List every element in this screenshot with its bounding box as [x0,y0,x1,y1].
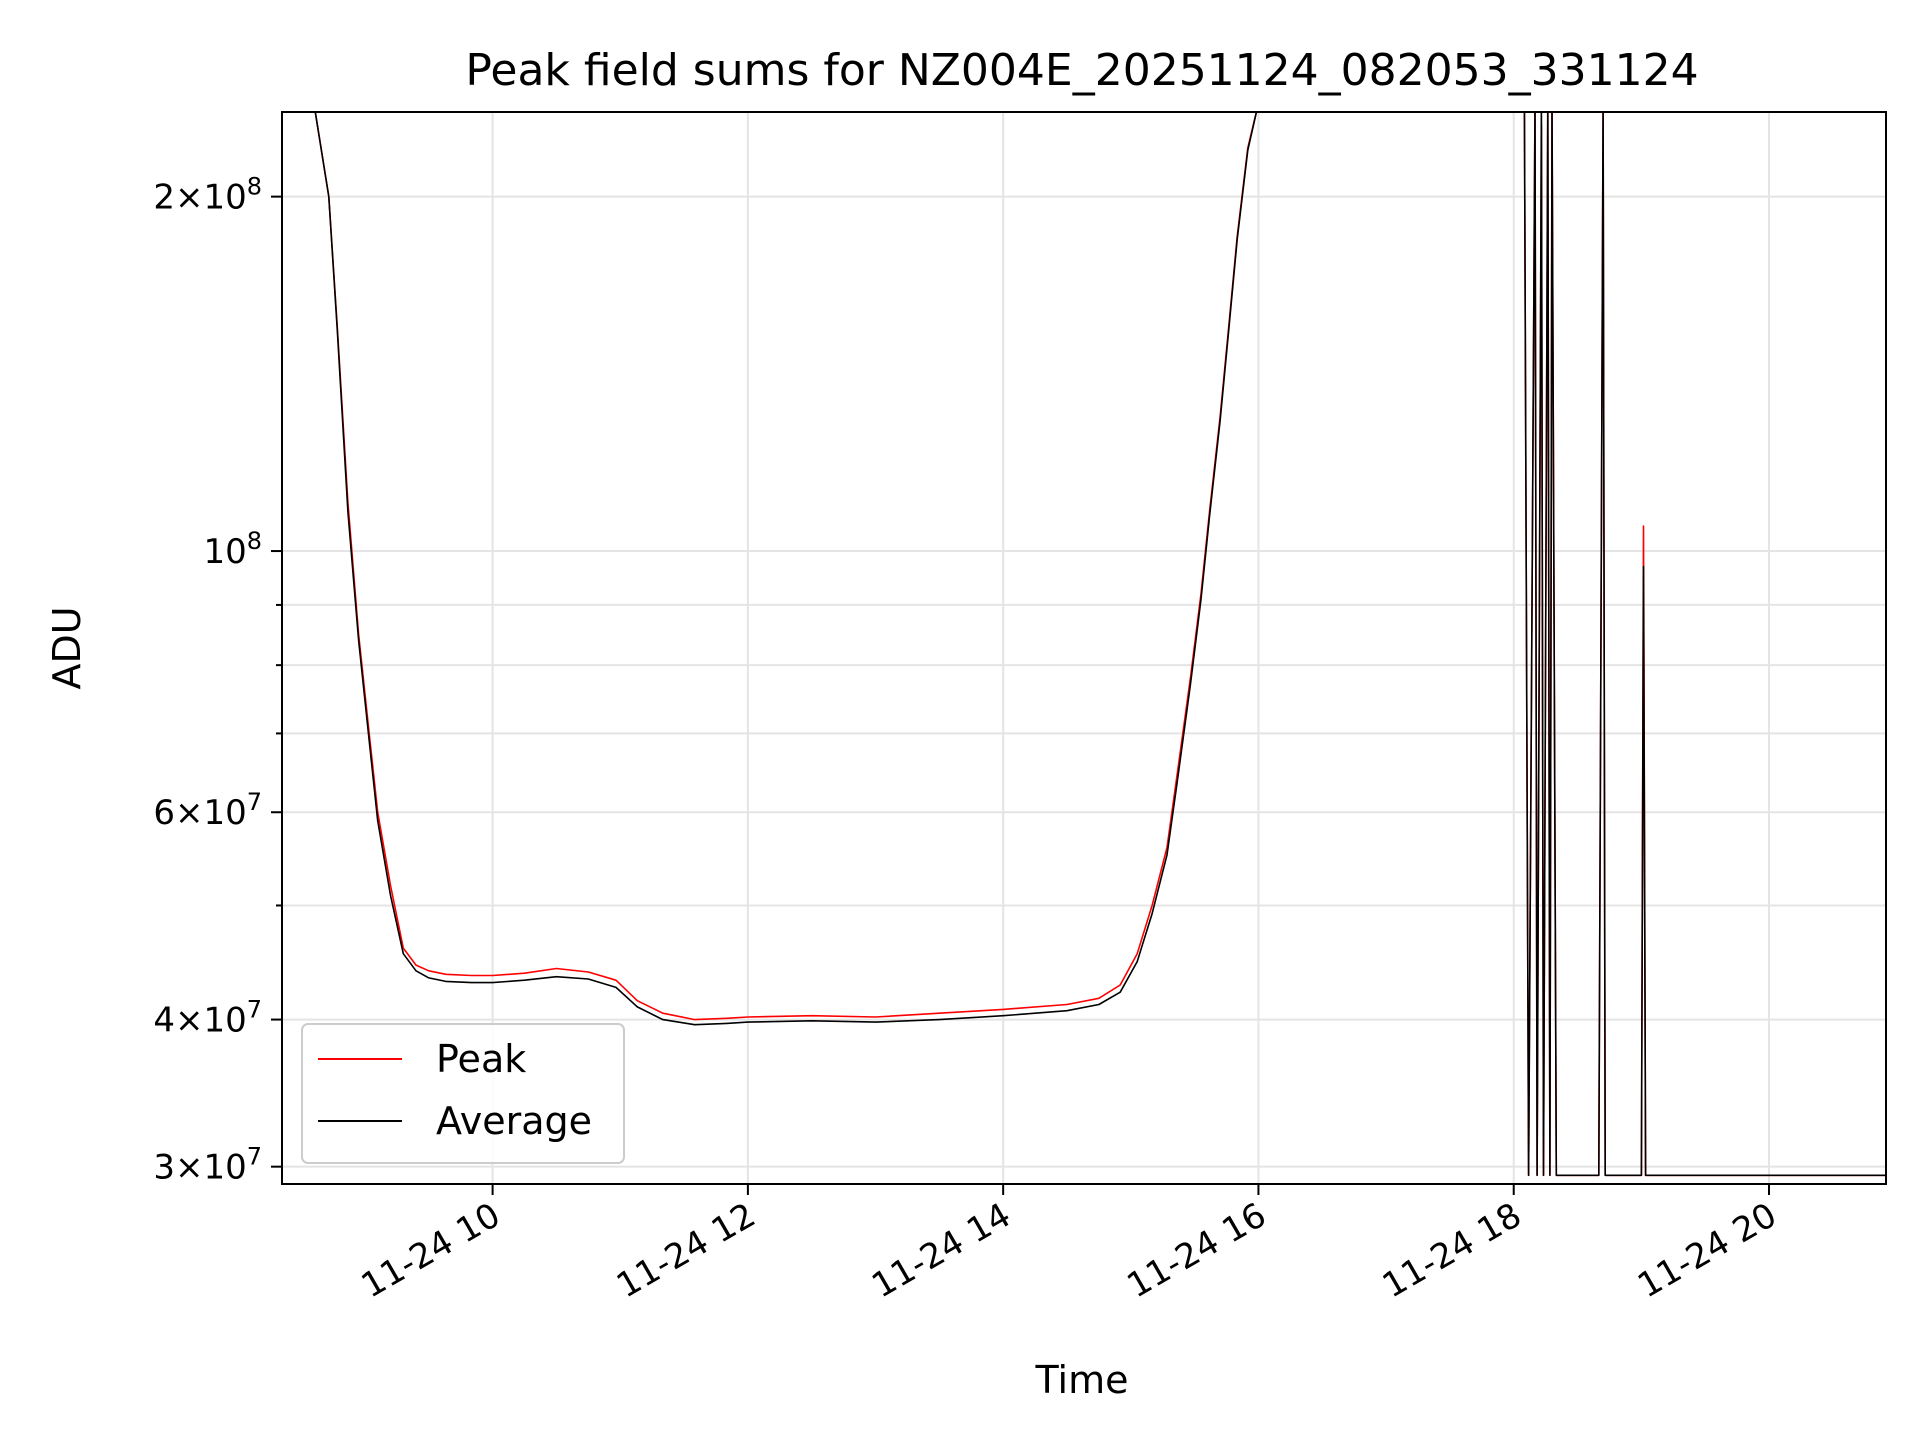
chart-title: Peak field sums for NZ004E_20251124_0820… [465,45,1698,96]
y-tick-label: 4×107 [153,996,262,1041]
legend-label-average: Average [436,1099,592,1143]
y-tick-label: 6×107 [153,788,262,833]
legend: Peak Average [301,1023,625,1164]
grid [282,112,1886,1184]
legend-label-peak: Peak [436,1037,526,1081]
series-line-average [314,112,1886,1177]
series-layer [314,112,1886,1177]
y-tick-label: 108 [203,527,262,572]
y-tick-label: 2×108 [153,173,262,218]
plot-frame [281,111,1887,1185]
y-axis-label: ADU [45,606,89,689]
y-tick-label: 3×107 [153,1143,262,1188]
x-axis-label: Time [1035,1358,1129,1402]
plot-area [314,112,1886,1177]
y-axis: 3×107 4×107 6×107 108 2×108 [153,173,282,1188]
